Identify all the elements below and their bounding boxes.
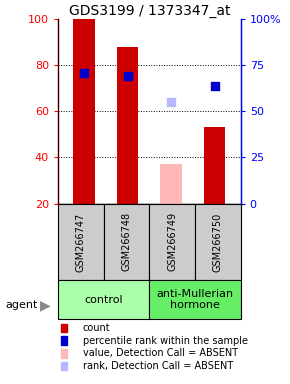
Bar — [160, 164, 182, 204]
Text: ▶: ▶ — [40, 298, 50, 312]
Bar — [204, 127, 226, 204]
Text: value, Detection Call = ABSENT: value, Detection Call = ABSENT — [83, 348, 238, 358]
Bar — [58, 204, 104, 280]
Bar — [104, 204, 149, 280]
Text: GSM266749: GSM266749 — [167, 212, 177, 271]
Text: anti-Mullerian
hormone: anti-Mullerian hormone — [157, 289, 233, 310]
Bar — [117, 47, 139, 204]
Text: count: count — [83, 323, 110, 333]
Text: rank, Detection Call = ABSENT: rank, Detection Call = ABSENT — [83, 361, 233, 371]
Text: GSM266747: GSM266747 — [76, 212, 86, 271]
Title: GDS3199 / 1373347_at: GDS3199 / 1373347_at — [69, 4, 230, 18]
Text: GSM266748: GSM266748 — [122, 212, 131, 271]
Point — [82, 70, 86, 76]
Bar — [58, 280, 149, 319]
Text: GSM266750: GSM266750 — [213, 212, 223, 271]
Text: agent: agent — [6, 300, 38, 310]
Bar — [149, 280, 241, 319]
Point — [125, 73, 130, 79]
Text: control: control — [84, 295, 123, 305]
Bar — [195, 204, 241, 280]
Point — [169, 99, 173, 105]
Bar — [73, 19, 95, 204]
Point — [212, 83, 217, 89]
Bar — [149, 204, 195, 280]
Text: percentile rank within the sample: percentile rank within the sample — [83, 336, 248, 346]
